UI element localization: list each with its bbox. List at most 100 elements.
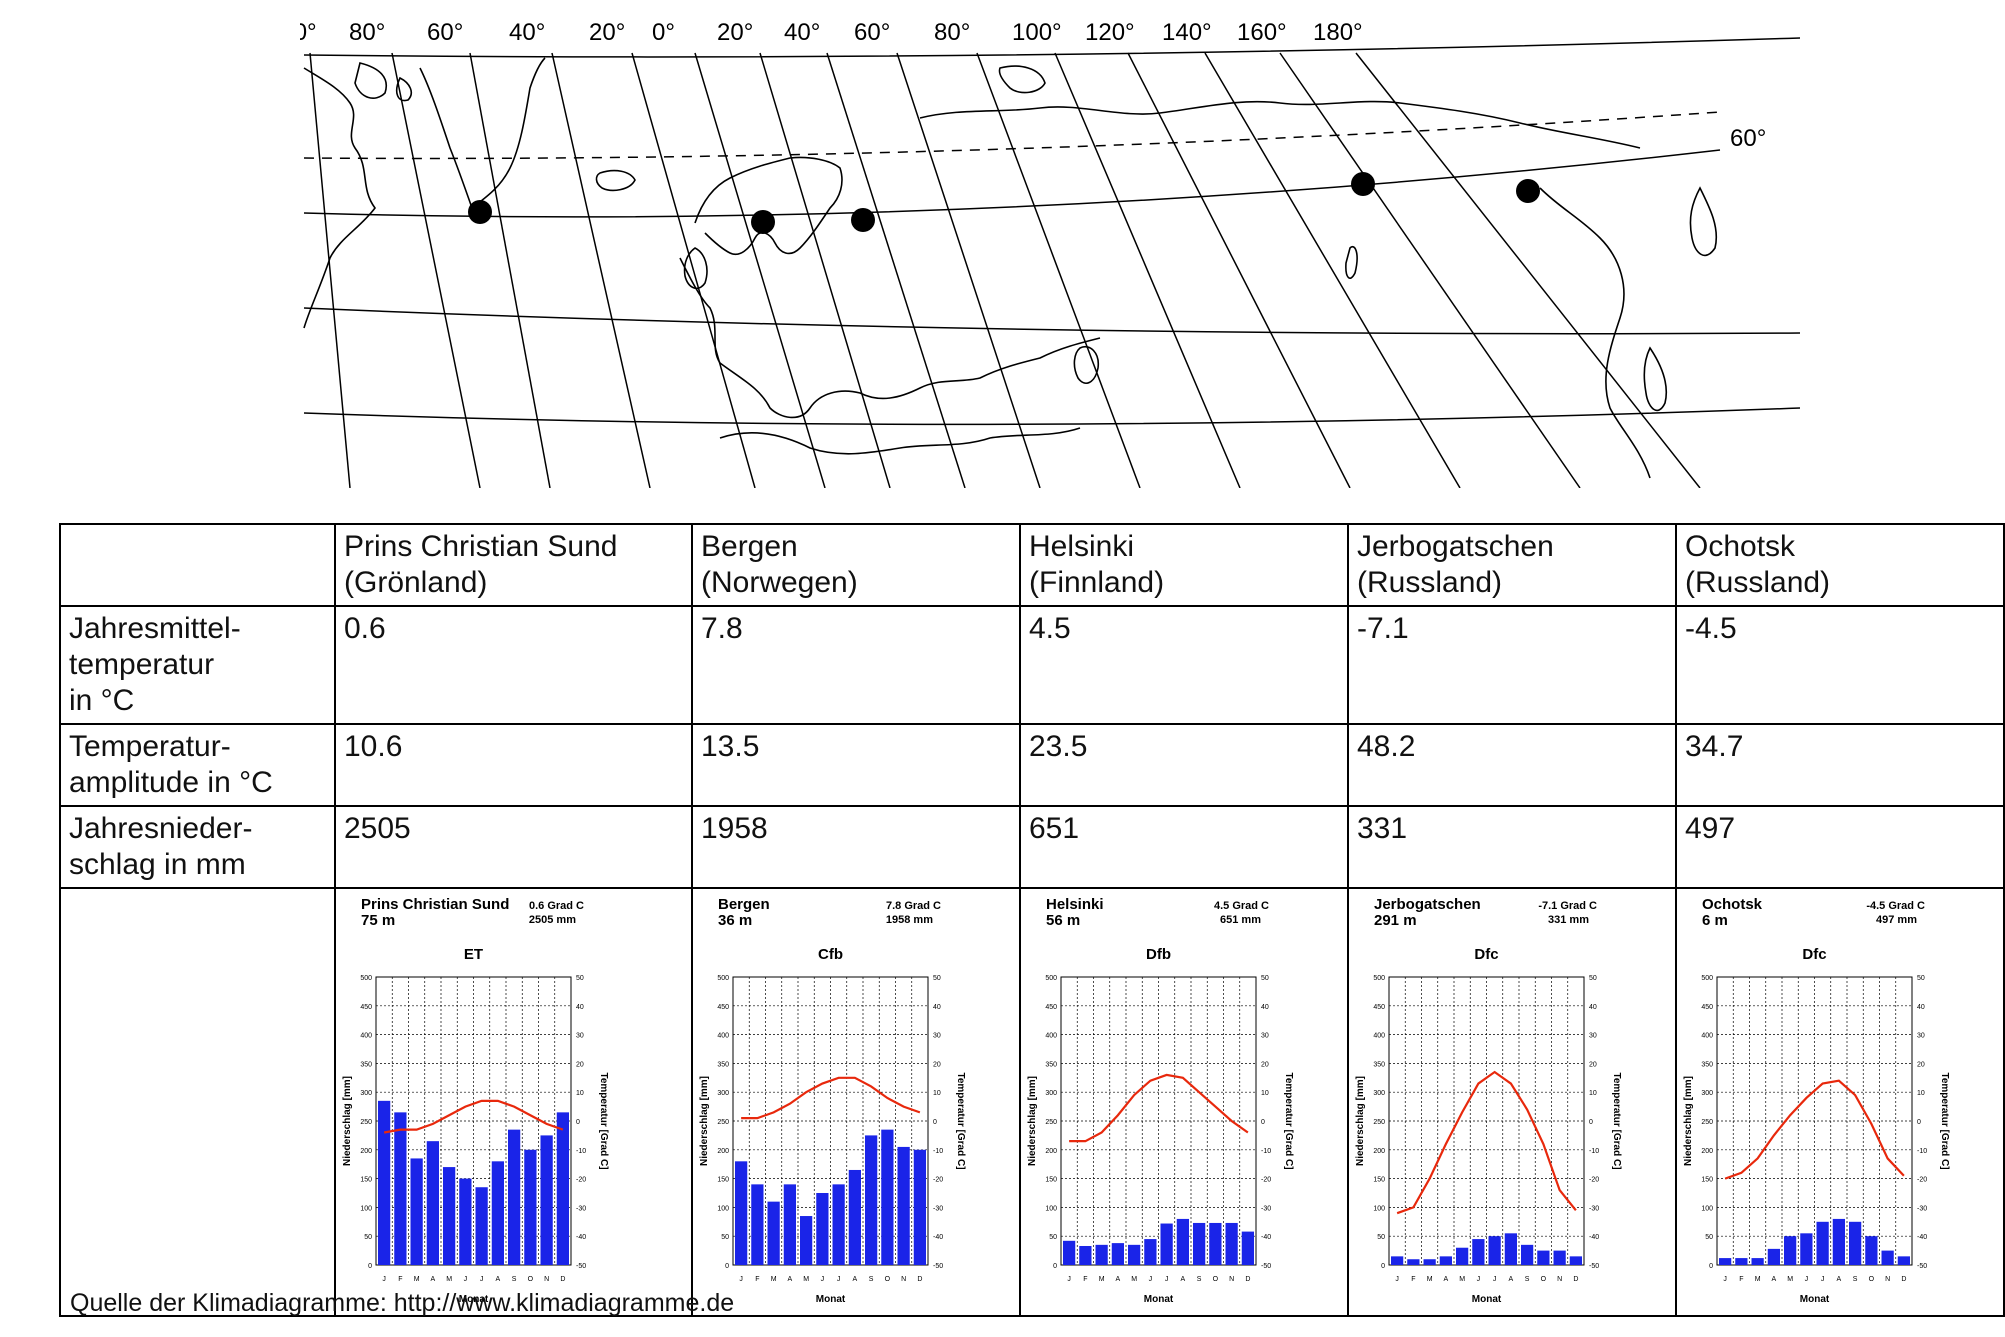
table-cell: 23.5 [1019, 723, 1349, 807]
parallel-60 [303, 149, 1721, 218]
x-tick-label: J [1067, 1276, 1071, 1283]
y-tick-label: 50 [1705, 1234, 1713, 1241]
longitude-label: 60° [427, 19, 463, 46]
table-cell: 331 [1347, 805, 1677, 889]
precip-bar [1553, 1250, 1566, 1265]
x-tick-label: M [803, 1276, 809, 1283]
precip-bar [1897, 1256, 1910, 1265]
y-axis-label: Niederschlag [mm] [1355, 1076, 1366, 1166]
y2-tick-label: 20 [1917, 1061, 1925, 1068]
coastlines [303, 57, 1718, 479]
x-tick-label: M [1787, 1276, 1793, 1283]
plot-frame [732, 976, 929, 1266]
chart-climate-class: Cfb [818, 946, 843, 963]
y2-tick-label: 40 [1261, 1004, 1269, 1011]
y2-tick-label: -30 [1261, 1205, 1271, 1212]
precip-bar [735, 1161, 748, 1265]
chart-precip-label: 2505 mm [529, 914, 576, 926]
plot-frame [1388, 976, 1585, 1266]
y2-tick-label: 10 [1917, 1090, 1925, 1097]
plot-frame [1716, 976, 1913, 1266]
x-tick-label: N [1885, 1276, 1890, 1283]
y-tick-label: 300 [1045, 1090, 1057, 1097]
y2-tick-label: -20 [576, 1177, 586, 1184]
y2-axis-label: Temperatur [Grad C] [1939, 1072, 1950, 1169]
y-tick-label: 200 [1045, 1148, 1057, 1155]
x-tick-label: A [431, 1276, 436, 1283]
y2-tick-label: -50 [1589, 1263, 1599, 1270]
precip-bar [1063, 1240, 1076, 1265]
x-axis-label: Monat [816, 1294, 846, 1305]
y2-tick-label: -50 [1917, 1263, 1927, 1270]
y2-tick-label: -50 [933, 1263, 943, 1270]
y-tick-label: 200 [717, 1148, 729, 1155]
y-axis-label: Niederschlag [mm] [699, 1076, 710, 1166]
y-tick-label: 150 [717, 1177, 729, 1184]
temperature-line [1069, 1073, 1249, 1143]
table-cell: 7.8 [691, 605, 1021, 725]
temperature-line [1724, 1079, 1905, 1180]
meridian-line [759, 52, 891, 488]
y2-tick-label: 50 [576, 975, 584, 982]
row-label: Jahresmittel- temperatur in °C [59, 605, 336, 725]
precip-bar [832, 1184, 845, 1265]
x-tick-label: A [1772, 1276, 1777, 1283]
temperature-line [1396, 1070, 1577, 1215]
y2-tick-label: 0 [1917, 1119, 1921, 1126]
longitude-label: 100° [1012, 19, 1062, 46]
novaya-zemlya [998, 65, 1046, 94]
meridian-line [896, 52, 1041, 488]
chart-elevation: 291 m [1374, 912, 1417, 929]
precip-bar [1472, 1239, 1485, 1265]
y2-tick-label: 20 [1261, 1061, 1269, 1068]
meridian-line [976, 52, 1141, 488]
y-tick-label: 100 [1701, 1205, 1713, 1212]
x-tick-label: J [1395, 1276, 1399, 1283]
chart-station-title: Jerbogatschen [1374, 896, 1481, 913]
table-cell: 651 [1019, 805, 1349, 889]
y-tick-label: 450 [1373, 1004, 1385, 1011]
table-cell: 34.7 [1675, 723, 2005, 807]
header-station: Bergen (Norwegen) [691, 523, 1021, 607]
x-tick-label: O [1869, 1276, 1875, 1283]
y-tick-label: 150 [1701, 1177, 1713, 1184]
x-tick-label: S [869, 1276, 874, 1283]
y-tick-label: 100 [717, 1205, 729, 1212]
precip-bar [1111, 1243, 1124, 1265]
iceland [595, 169, 636, 192]
chart-climate-class: Dfc [1474, 946, 1498, 963]
meridian-line [1355, 52, 1701, 488]
precip-bar [1816, 1221, 1829, 1265]
y2-tick-label: -10 [1917, 1148, 1927, 1155]
precip-bar [800, 1216, 813, 1265]
y2-tick-label: 50 [1917, 975, 1925, 982]
header-station: Prins Christian Sund (Grönland) [334, 523, 693, 607]
latitude-label-60: 60° [1730, 125, 1766, 152]
precip-bar [1751, 1258, 1764, 1265]
y-tick-label: 100 [360, 1205, 372, 1212]
x-tick-label: A [496, 1276, 501, 1283]
y-tick-label: 50 [721, 1234, 729, 1241]
precip-bar [491, 1161, 504, 1265]
y2-tick-label: 40 [933, 1004, 941, 1011]
y2-tick-label: 0 [1589, 1119, 1593, 1126]
precip-bar [881, 1129, 894, 1265]
longitude-label: 120° [1085, 19, 1135, 46]
y-tick-label: 250 [1045, 1119, 1057, 1126]
marker-jerbogatschen [1351, 172, 1375, 196]
precip-bar [1537, 1250, 1550, 1265]
x-tick-label: M [771, 1276, 777, 1283]
y-tick-label: 0 [1381, 1263, 1385, 1270]
x-tick-label: J [837, 1276, 841, 1283]
precip-bar [816, 1193, 829, 1265]
x-tick-label: M [1099, 1276, 1105, 1283]
longitude-label: 180° [1313, 19, 1363, 46]
longitude-label: 80° [934, 19, 970, 46]
marker-bergen [751, 210, 775, 234]
precip-bar [1569, 1256, 1582, 1265]
y-tick-label: 400 [1701, 1033, 1713, 1040]
y-tick-label: 250 [717, 1119, 729, 1126]
longitude-label: 40° [784, 19, 820, 46]
y-tick-label: 500 [1373, 975, 1385, 982]
y2-tick-label: 10 [1261, 1090, 1269, 1097]
